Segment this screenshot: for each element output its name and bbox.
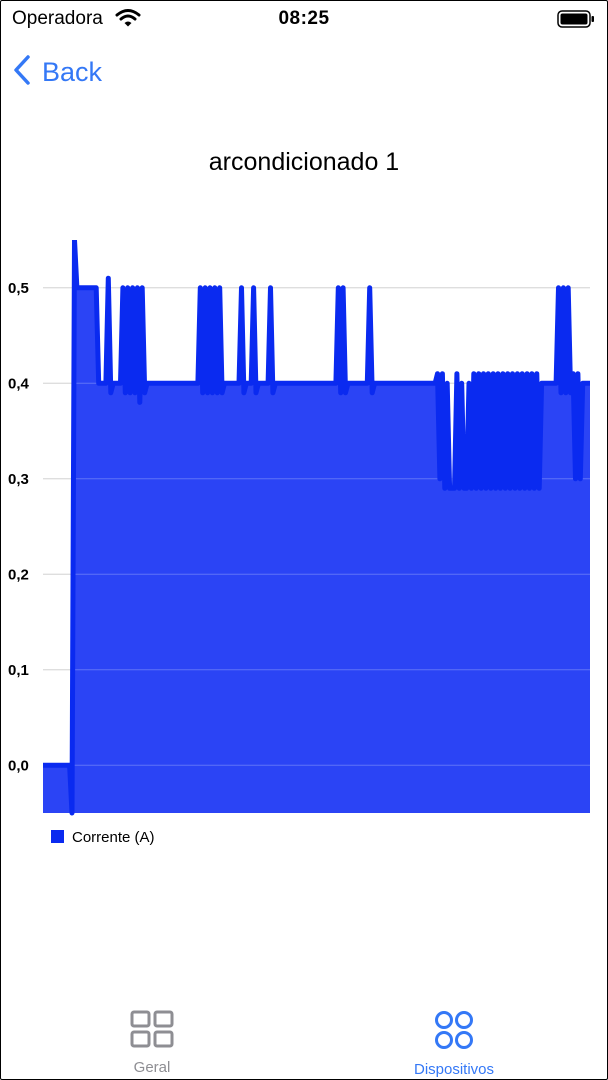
y-tick-label: 0,0	[8, 757, 29, 774]
chevron-left-icon	[12, 54, 32, 91]
tab-geral[interactable]: Geral	[52, 1010, 252, 1076]
current-chart: 0,0 0,1 0,2 0,3 0,4 0,5 Corrente (A)	[8, 237, 591, 846]
status-bar: Operadora 08:25	[0, 0, 608, 40]
back-button[interactable]: Back	[12, 52, 102, 92]
clock: 08:25	[278, 8, 330, 29]
grid-icon	[130, 1010, 174, 1052]
back-label: Back	[42, 56, 103, 87]
y-tick-label: 0,2	[8, 566, 29, 583]
tab-geral-label: Geral	[133, 1059, 171, 1076]
tab-dispositivos-label: Dispositivos	[413, 1061, 495, 1078]
y-tick-label: 0,4	[8, 375, 30, 392]
legend-swatch	[51, 830, 64, 843]
wifi-icon	[115, 8, 141, 33]
tab-bar: Geral Dispositivos	[0, 990, 608, 1080]
battery-icon	[557, 10, 595, 33]
series-area	[43, 240, 590, 813]
y-tick-label: 0,5	[8, 280, 29, 297]
legend-label: Corrente (A)	[72, 829, 155, 846]
carrier-label: Operadora	[12, 8, 103, 29]
series-line	[42, 237, 591, 816]
y-tick-label: 0,1	[8, 662, 29, 679]
tab-dispositivos[interactable]: Dispositivos	[354, 1010, 554, 1078]
four-circles-icon	[434, 1011, 474, 1054]
y-tick-label: 0,3	[8, 471, 29, 488]
chart-area: 0,0 0,1 0,2 0,3 0,4 0,5 Corrente (A)	[0, 237, 608, 850]
chart-title: arcondicionado 1	[208, 148, 400, 176]
